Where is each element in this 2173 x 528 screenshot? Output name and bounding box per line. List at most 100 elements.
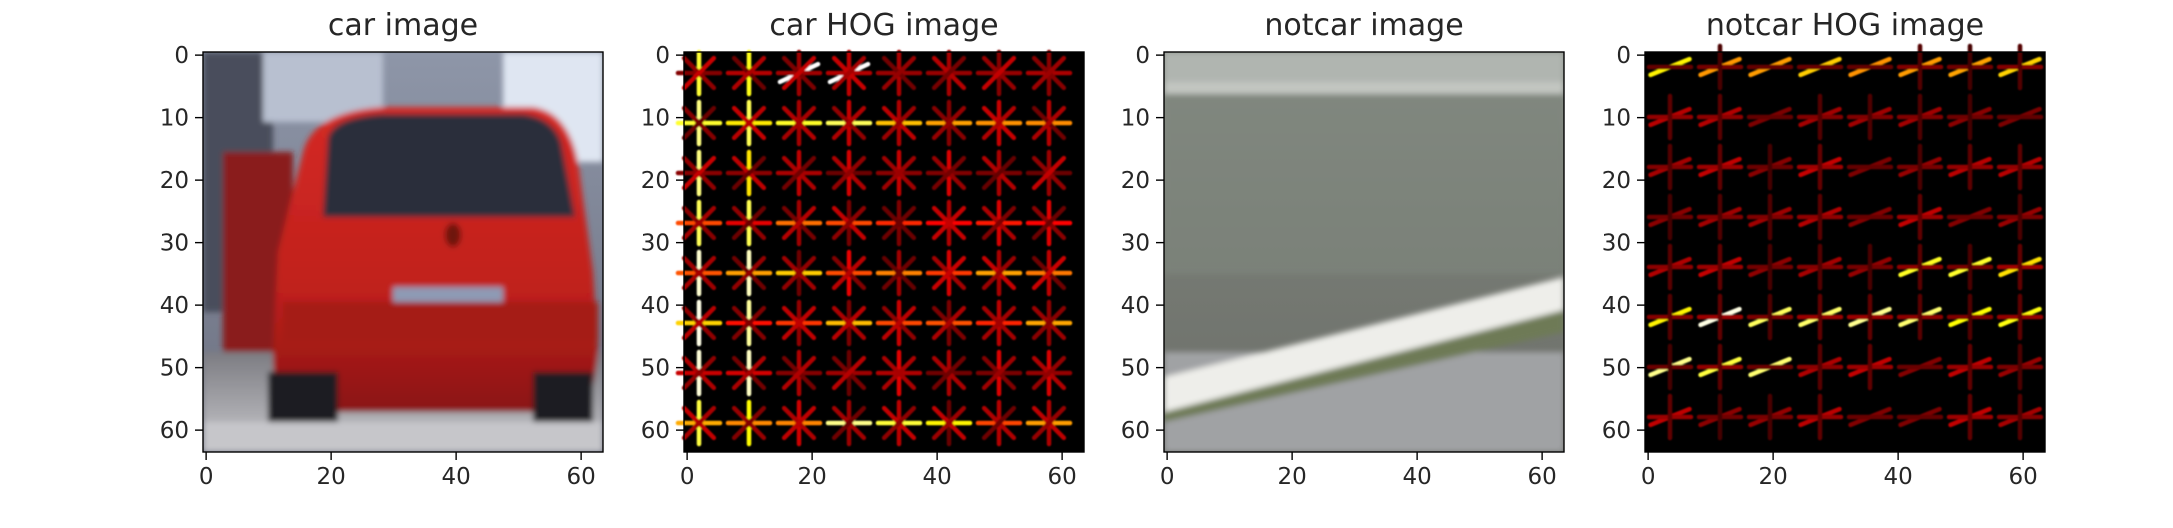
y-tick-label: 10 [1602, 106, 1631, 132]
x-tick-label: 20 [1758, 464, 1787, 490]
hog-gradient-mark [831, 355, 867, 391]
x-tick-label: 20 [1277, 464, 1306, 490]
y-tick-label: 40 [641, 293, 670, 319]
hog-gradient-mark [931, 405, 967, 441]
hog-gradient-mark [881, 105, 917, 141]
hog-gradient-mark [931, 155, 967, 191]
y-tick-label: 0 [1135, 43, 1150, 69]
y-tick-label: 30 [641, 231, 670, 257]
hog-gradient-mark [781, 405, 817, 441]
hog-gradient-mark [831, 205, 867, 241]
x-axis: 0 20 40 60 [680, 452, 1077, 490]
y-tick-label: 60 [160, 418, 189, 444]
y-tick-label: 20 [1121, 168, 1150, 194]
y-tick-label: 0 [1616, 43, 1631, 69]
hog-gradient-mark [981, 205, 1017, 241]
panel-title: notcar HOG image [1706, 8, 1984, 43]
y-axis: 0 10 20 30 40 50 60 [1602, 43, 1645, 444]
hog-gradient-mark [931, 305, 967, 341]
hog-gradient-mark [681, 305, 717, 341]
y-tick-label: 30 [160, 231, 189, 257]
hog-gradient-mark [931, 255, 967, 291]
y-tick-label: 50 [160, 356, 189, 382]
notcar-hog-image [1645, 43, 2045, 452]
hog-gradient-mark [831, 305, 867, 341]
car-hog-image [675, 49, 1084, 452]
hog-gradient-mark [731, 255, 767, 291]
panel-title: car HOG image [769, 8, 998, 43]
hog-gradient-mark [881, 355, 917, 391]
y-tick-label: 20 [1602, 168, 1631, 194]
hog-gradient-mark [1031, 105, 1067, 141]
x-tick-label: 40 [1883, 464, 1912, 490]
x-tick-label: 20 [797, 464, 826, 490]
y-tick-label: 10 [641, 106, 670, 132]
hog-gradient-mark [681, 405, 717, 441]
hog-gradient-mark [981, 355, 1017, 391]
hog-gradient-mark [981, 305, 1017, 341]
y-tick-label: 30 [1602, 231, 1631, 257]
y-axis: 0 10 20 30 40 50 60 [641, 43, 684, 444]
y-tick-label: 10 [1121, 106, 1150, 132]
x-tick-label: 0 [680, 464, 695, 490]
hog-gradient-mark [681, 255, 717, 291]
y-axis: 0 10 20 30 40 50 60 [160, 43, 203, 444]
hog-gradient-mark [781, 55, 817, 91]
hog-gradient-mark [731, 105, 767, 141]
y-tick-label: 50 [1121, 356, 1150, 382]
hog-gradient-mark [781, 105, 817, 141]
hog-gradient-mark [681, 155, 717, 191]
hog-gradient-mark [931, 355, 967, 391]
axes-frame [1644, 51, 2046, 453]
hog-gradient-mark [781, 255, 817, 291]
hog-gradient-mark [731, 55, 767, 91]
hog-gradient-mark [831, 105, 867, 141]
x-tick-label: 20 [316, 464, 345, 490]
hog-gradient-mark [881, 55, 917, 91]
x-axis: 0 20 40 60 [199, 452, 596, 490]
y-tick-label: 50 [641, 356, 670, 382]
x-tick-label: 0 [1641, 464, 1656, 490]
hog-gradient-mark [881, 405, 917, 441]
x-axis: 0 20 40 60 [1160, 452, 1557, 490]
hog-gradient-mark [1031, 155, 1067, 191]
hog-gradient-mark [981, 255, 1017, 291]
hog-gradient-mark [781, 155, 817, 191]
hog-gradient-mark [881, 305, 917, 341]
x-axis: 0 20 40 60 [1641, 452, 2038, 490]
hog-gradient-mark [881, 155, 917, 191]
y-tick-label: 40 [1602, 293, 1631, 319]
y-tick-label: 60 [641, 418, 670, 444]
hog-gradient-mark [731, 405, 767, 441]
x-tick-label: 40 [922, 464, 951, 490]
hog-gradient-mark [781, 205, 817, 241]
hog-gradient-mark [1031, 255, 1067, 291]
panel-car-image: car image [160, 8, 604, 490]
hog-gradient-mark [731, 305, 767, 341]
hog-gradient-mark [681, 205, 717, 241]
x-tick-label: 60 [2008, 464, 2037, 490]
hog-gradient-mark [931, 55, 967, 91]
hog-gradient-mark [881, 205, 917, 241]
hog-gradient-mark [831, 155, 867, 191]
hog-gradient-mark [681, 355, 717, 391]
hog-gradient-mark [831, 405, 867, 441]
x-tick-label: 0 [1160, 464, 1175, 490]
notcar-image [1164, 52, 1564, 452]
hog-gradient-mark [681, 55, 717, 91]
y-tick-label: 60 [1602, 418, 1631, 444]
y-axis: 0 10 20 30 40 50 60 [1121, 43, 1164, 444]
hog-gradient-mark [831, 55, 867, 91]
axes-frame [1163, 51, 1565, 453]
x-tick-label: 60 [566, 464, 595, 490]
y-tick-label: 40 [160, 293, 189, 319]
x-tick-label: 60 [1047, 464, 1076, 490]
hog-gradient-mark [981, 405, 1017, 441]
hog-gradient-mark [731, 205, 767, 241]
y-tick-label: 10 [160, 106, 189, 132]
y-tick-label: 40 [1121, 293, 1150, 319]
hog-gradient-mark [981, 155, 1017, 191]
panel-notcar-hog-image: notcar HOG image 0 20 40 60 0 10 20 30 40 50 60 [1602, 8, 2046, 490]
hog-gradient-mark [731, 155, 767, 191]
